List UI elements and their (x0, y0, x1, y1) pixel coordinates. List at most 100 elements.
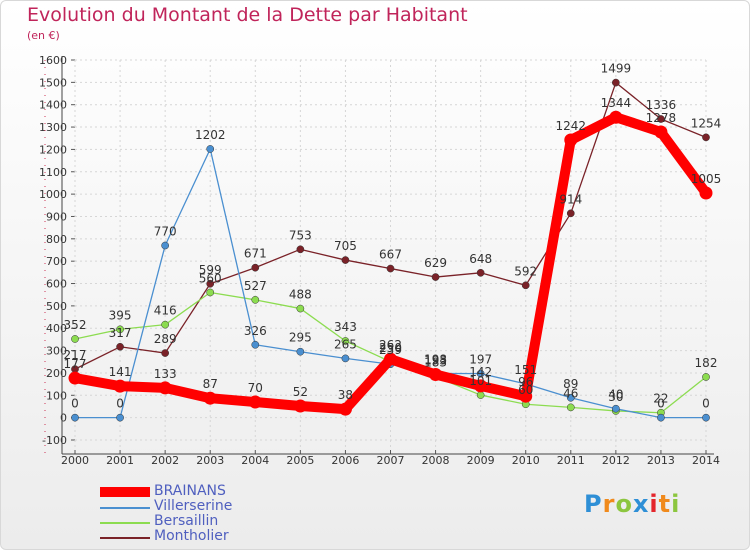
data-label-brainans: 177 (64, 357, 87, 371)
data-label-villerserine: 40 (608, 388, 623, 402)
data-point-bersaillin (702, 373, 710, 381)
data-point-brainans (68, 371, 82, 385)
legend-label-villerserine: Villerserine (154, 498, 233, 514)
data-point-brainans (429, 368, 443, 382)
data-label-villerserine: 265 (334, 337, 357, 351)
data-point-montholier (206, 279, 215, 288)
data-label-montholier: 629 (424, 256, 447, 270)
x-tick-label: 2000 (61, 454, 89, 467)
data-point-villerserine (251, 340, 260, 349)
data-label-brainans: 141 (109, 365, 132, 379)
data-point-bersaillin (341, 337, 350, 345)
x-tick-label: 2004 (241, 454, 269, 467)
data-point-brainans (699, 186, 713, 200)
data-label-bersaillin: 416 (154, 304, 177, 318)
y-tick-label: 1200 (39, 143, 67, 156)
data-point-montholier (431, 273, 440, 281)
data-label-montholier: 914 (559, 192, 582, 206)
proxiti-logo: Proxiti (584, 490, 681, 518)
y-tick-label: 1600 (39, 54, 67, 67)
data-label-montholier: 592 (514, 264, 537, 278)
data-point-bersaillin (116, 325, 124, 334)
data-label-brainans: 87 (203, 377, 218, 391)
data-label-villerserine: 0 (657, 397, 665, 411)
legend-swatch-brainans (100, 487, 150, 497)
data-point-montholier (386, 264, 395, 273)
data-point-bersaillin (161, 320, 169, 329)
data-point-brainans (474, 379, 488, 393)
x-tick-label: 2002 (151, 454, 179, 467)
data-point-montholier (657, 115, 665, 123)
y-tick-label: 1300 (39, 121, 67, 134)
data-point-montholier (296, 245, 305, 254)
data-point-villerserine (71, 413, 79, 422)
data-point-villerserine (206, 145, 215, 153)
data-label-villerserine: 1202 (195, 128, 226, 142)
data-label-montholier: 671 (244, 247, 267, 261)
y-tick-label: 0 (60, 412, 67, 425)
data-point-montholier (702, 133, 710, 142)
y-tick-label: 1400 (39, 99, 67, 112)
y-tick-label: 1000 (39, 188, 67, 201)
data-point-brainans (158, 381, 172, 395)
data-label-montholier: 1336 (646, 98, 677, 112)
data-label-brainans: 1278 (646, 111, 677, 125)
y-tick-label: 1100 (39, 166, 67, 179)
data-point-brainans (384, 352, 397, 366)
y-tick-label: 700 (46, 255, 67, 268)
data-label-villerserine: 89 (563, 377, 578, 391)
data-label-villerserine: 151 (514, 363, 537, 377)
data-point-brainans (338, 402, 352, 416)
data-label-montholier: 648 (469, 252, 492, 266)
data-label-montholier: 599 (199, 263, 222, 277)
legend-label-bersaillin: Bersaillin (154, 513, 219, 529)
x-tick-label: 2014 (692, 454, 720, 467)
chart-subtitle: (en €) (27, 29, 60, 42)
data-label-brainans: 1005 (691, 172, 722, 186)
data-label-bersaillin: 250 (379, 341, 402, 355)
data-point-montholier (521, 281, 530, 290)
data-label-villerserine: 197 (469, 353, 492, 367)
data-label-villerserine: 239 (379, 343, 402, 357)
data-label-brainans: 52 (293, 385, 308, 399)
x-tick-label: 2001 (106, 454, 134, 467)
data-point-bersaillin (296, 304, 305, 313)
data-point-villerserine (702, 413, 710, 422)
data-point-villerserine (341, 354, 350, 363)
data-point-montholier (251, 263, 260, 272)
data-point-montholier (341, 256, 350, 264)
data-label-villerserine: 770 (154, 225, 177, 239)
data-label-villerserine: 326 (244, 324, 267, 338)
data-label-brainans: 142 (469, 365, 492, 379)
data-point-brainans (293, 399, 307, 413)
data-point-villerserine (116, 413, 124, 422)
data-point-villerserine (296, 347, 305, 356)
data-label-bersaillin: 101 (469, 374, 492, 388)
data-label-bersaillin: 30 (608, 390, 623, 404)
data-label-brainans: 1242 (556, 119, 587, 133)
data-label-bersaillin: 22 (653, 392, 668, 406)
y-tick-label: 100 (46, 389, 67, 402)
data-label-villerserine: 0 (116, 397, 124, 411)
data-label-montholier: 317 (109, 326, 132, 340)
data-label-bersaillin: 488 (289, 288, 312, 302)
data-label-brainans: 193 (424, 354, 447, 368)
data-label-brainans: 96 (518, 375, 533, 389)
data-point-bersaillin (71, 335, 79, 343)
data-point-bersaillin (206, 288, 215, 297)
data-label-bersaillin: 343 (334, 320, 357, 334)
data-label-montholier: 753 (289, 228, 312, 242)
data-label-bersaillin: 395 (109, 308, 132, 322)
data-label-bersaillin: 183 (424, 356, 447, 370)
legend-label-brainans: BRAINANS (154, 483, 226, 499)
data-point-villerserine (476, 369, 485, 378)
data-point-brainans (113, 379, 127, 393)
y-tick-label: 500 (46, 300, 67, 313)
data-label-bersaillin: 352 (64, 318, 87, 332)
x-tick-label: 2003 (196, 454, 224, 467)
legend-label-montholier: Montholier (154, 528, 229, 544)
x-tick-label: 2010 (512, 454, 540, 467)
data-point-montholier (116, 342, 124, 351)
x-tick-label: 2011 (557, 454, 585, 467)
